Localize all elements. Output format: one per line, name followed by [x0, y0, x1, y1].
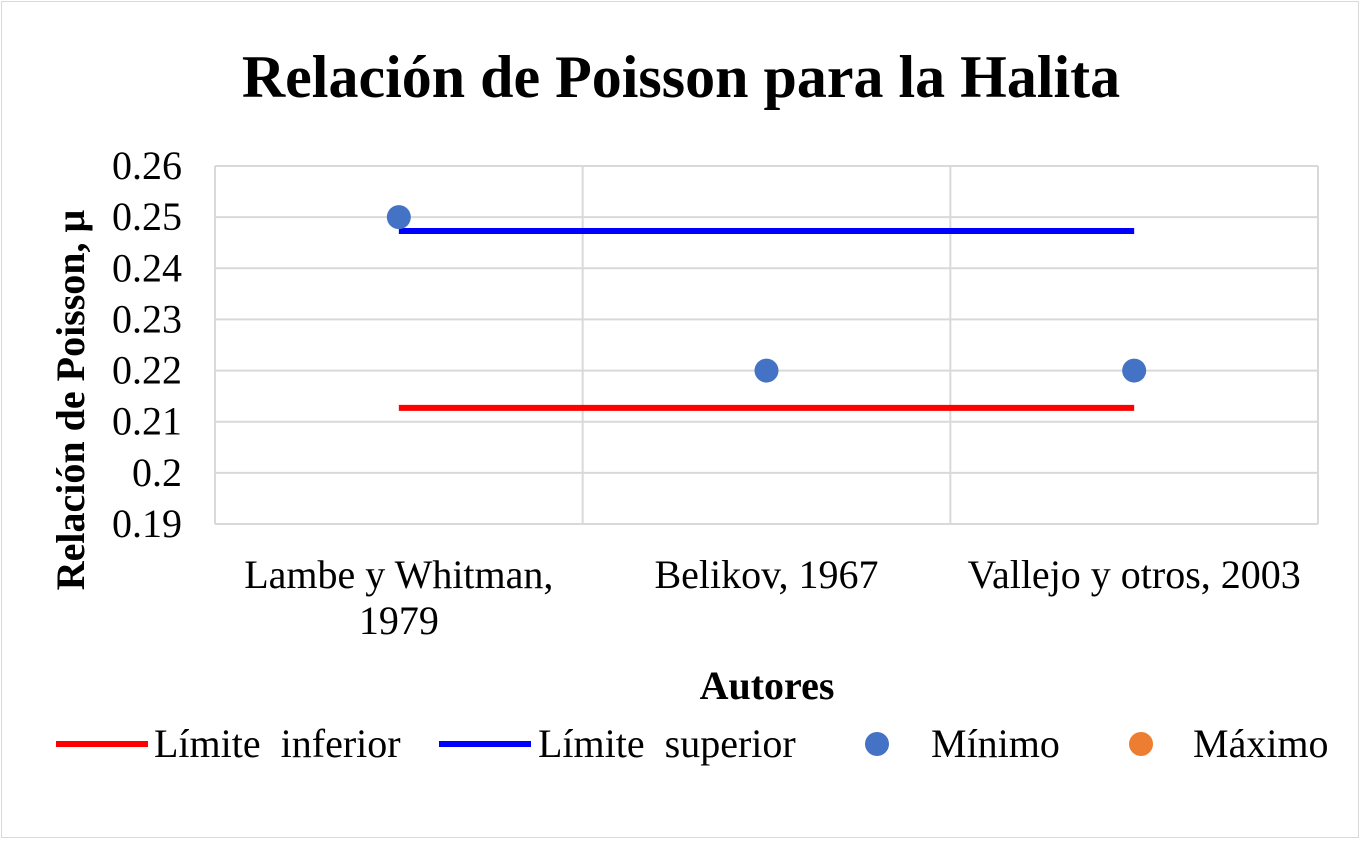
chart-title: Relación de Poisson para la Halita [242, 44, 1120, 110]
legend-label-0: Límite inferior [154, 721, 401, 766]
y-tick-label-6: 0.25 [112, 194, 182, 239]
legend-swatch-3 [1129, 732, 1153, 756]
y-tick-label-1: 0.2 [132, 450, 182, 495]
y-axis-label: Relación de Poisson, μ [48, 209, 93, 590]
legend-swatch-2 [865, 732, 889, 756]
series-layer [386, 205, 1147, 411]
legend-label-3: Máximo [1193, 721, 1329, 766]
y-tick-label-3: 0.22 [112, 348, 182, 393]
x-tick-label-0: Lambe y Whitman, 1979 [244, 552, 553, 643]
y-tick-label-7: 0.26 [112, 143, 182, 188]
y-tick-label-4: 0.23 [112, 296, 182, 341]
x-axis-label: Autores [700, 663, 835, 708]
legend-label-2: Mínimo [931, 721, 1060, 766]
series-point-2-0 [386, 205, 411, 230]
y-tick-labels: 0.19 0.2 0.21 0.22 0.23 0.24 0.25 0.26 [112, 143, 182, 546]
legend-label-1: Límite superior [538, 721, 796, 766]
y-tick-label-2: 0.21 [112, 399, 182, 444]
gridlines [214, 165, 1319, 525]
x-tick-label-2: Vallejo y otros, 2003 [968, 552, 1301, 597]
series-point-2-2 [1122, 358, 1147, 383]
y-tick-label-5: 0.24 [112, 245, 182, 290]
y-tick-label-0: 0.19 [112, 501, 182, 546]
x-tick-labels: Lambe y Whitman, 1979 Belikov, 1967 Vallejo… [244, 552, 1301, 643]
x-tick-label-1: Belikov, 1967 [654, 552, 878, 597]
series-point-2-1 [754, 358, 779, 383]
legend: Límite inferior Límite superior Mínimo Máxi… [56, 721, 1329, 766]
